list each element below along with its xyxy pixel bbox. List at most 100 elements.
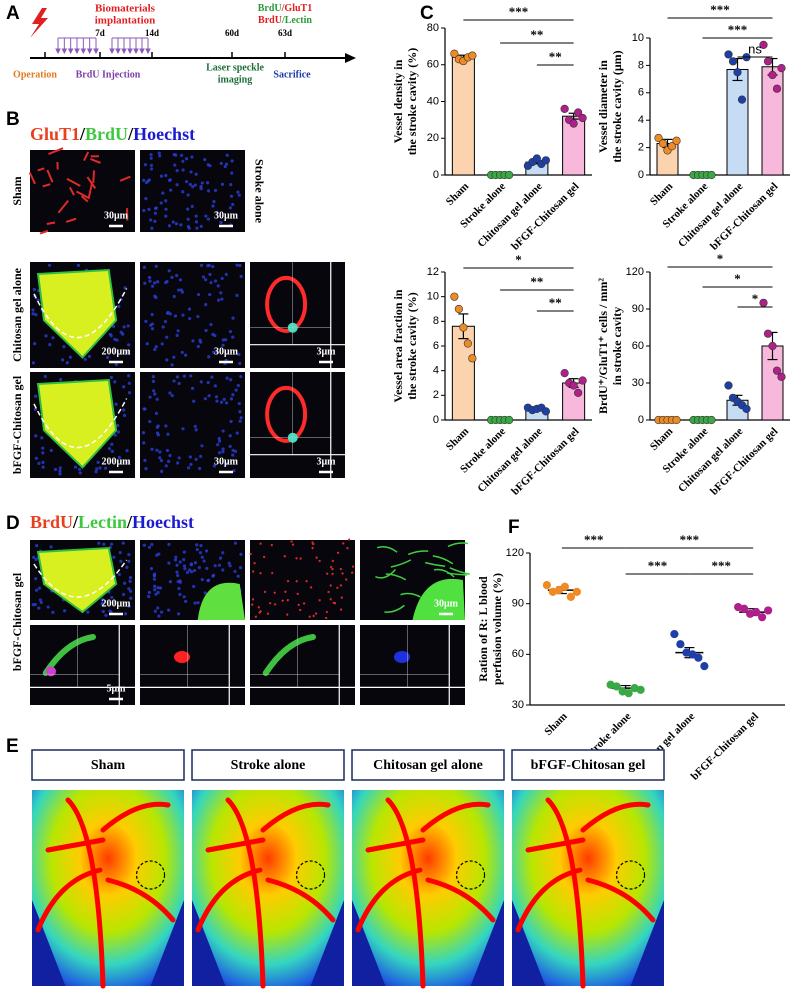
nucleus <box>228 434 232 438</box>
data-point <box>450 49 459 58</box>
nucleus <box>126 350 130 355</box>
nucleus <box>38 598 42 602</box>
nucleus <box>154 206 158 210</box>
nucleus <box>78 471 82 475</box>
nucleus <box>165 335 169 339</box>
nucleus <box>149 163 154 167</box>
vessel-signal <box>295 579 299 583</box>
nucleus <box>144 197 148 201</box>
y-tick-label: 4 <box>433 365 439 377</box>
nucleus <box>154 345 158 349</box>
nucleus <box>41 465 45 469</box>
significance-label: *** <box>648 558 668 573</box>
vessel-signal <box>339 567 343 571</box>
nucleus <box>182 564 187 568</box>
micrograph <box>250 372 345 478</box>
y-tick-label: 6 <box>433 340 439 352</box>
nucleus <box>200 444 204 448</box>
lightning-icon <box>30 8 48 38</box>
nucleus <box>127 381 131 385</box>
nucleus <box>110 449 114 453</box>
nucleus <box>175 333 179 337</box>
nucleus <box>166 432 170 436</box>
group-label: Chitosan gel alone <box>373 758 483 773</box>
nucleus <box>115 338 119 342</box>
vessel-signal <box>351 565 355 568</box>
nucleus <box>46 605 50 609</box>
nucleus <box>147 207 151 211</box>
injection-arrowhead <box>127 48 133 55</box>
nucleus <box>225 462 229 466</box>
bar <box>451 325 475 421</box>
nucleus <box>34 577 38 581</box>
nucleus <box>193 424 197 429</box>
micrographs: 30μm 30μm 200μm 30μm 3μm 200μm 30μm 3μm 200μm 30μ… <box>28 147 470 705</box>
column-label: Stroke alone <box>252 159 266 224</box>
nucleus <box>31 361 35 365</box>
nucleus <box>172 355 176 359</box>
nucleus <box>237 401 241 406</box>
speckle-image <box>512 790 664 986</box>
nucleus <box>193 601 197 605</box>
x-tick-label: bFGF-Chitosan gel <box>689 710 761 782</box>
data-point <box>459 323 468 332</box>
data-point <box>694 653 703 662</box>
nucleus <box>233 541 238 545</box>
nucleus <box>213 564 217 568</box>
nucleus <box>189 170 193 174</box>
x-tick-label: Sham <box>542 710 570 738</box>
nucleus <box>181 427 185 431</box>
y-axis-label: the stroke cavity (%) <box>405 48 419 155</box>
scale-bar-label: 200μm <box>102 346 132 357</box>
y-tick-label: 8 <box>638 59 644 71</box>
vessel-signal <box>57 200 70 214</box>
nucleus <box>148 395 152 399</box>
nucleus <box>76 263 80 267</box>
nucleus <box>48 342 52 347</box>
nucleus <box>192 568 197 573</box>
vessel-signal <box>281 599 285 603</box>
y-tick-label: 120 <box>626 266 644 278</box>
data-point <box>532 154 541 163</box>
nucleus <box>187 226 191 230</box>
nucleus <box>180 290 185 294</box>
panel-label: E <box>6 736 19 757</box>
title-part: / <box>127 124 134 144</box>
data-point <box>574 388 583 397</box>
nucleus <box>37 586 42 590</box>
nucleus <box>127 559 131 564</box>
nucleus <box>225 376 229 380</box>
nucleus <box>205 181 210 185</box>
data-point <box>772 366 782 375</box>
nucleus <box>150 284 155 288</box>
label-box <box>511 749 665 781</box>
nucleus <box>199 263 204 267</box>
region-of-interest <box>295 860 326 890</box>
nucleus <box>233 449 238 453</box>
nucleus <box>179 223 183 227</box>
nucleus <box>31 308 35 312</box>
title-part: GluT1 <box>30 124 80 144</box>
nucleus <box>216 443 220 447</box>
y-tick-label: 4 <box>638 114 644 126</box>
nucleus <box>207 394 211 398</box>
lectin-signal <box>390 559 412 568</box>
data-point <box>560 582 569 591</box>
nucleus <box>193 183 197 187</box>
nucleus <box>176 461 180 465</box>
nucleus <box>213 333 217 338</box>
lectin-signal <box>447 542 469 548</box>
scale-bar-label: 30μm <box>434 598 459 609</box>
nucleus <box>110 442 114 446</box>
nucleus <box>167 224 172 228</box>
nucleus <box>190 204 194 209</box>
vessel-map <box>515 797 656 989</box>
data-point <box>742 404 751 414</box>
y-tick-label: 60 <box>632 340 644 352</box>
nucleus <box>101 609 105 614</box>
vessel-signal <box>46 221 56 226</box>
nucleus <box>121 592 126 597</box>
nucleus <box>196 601 200 605</box>
nucleus <box>192 584 196 589</box>
